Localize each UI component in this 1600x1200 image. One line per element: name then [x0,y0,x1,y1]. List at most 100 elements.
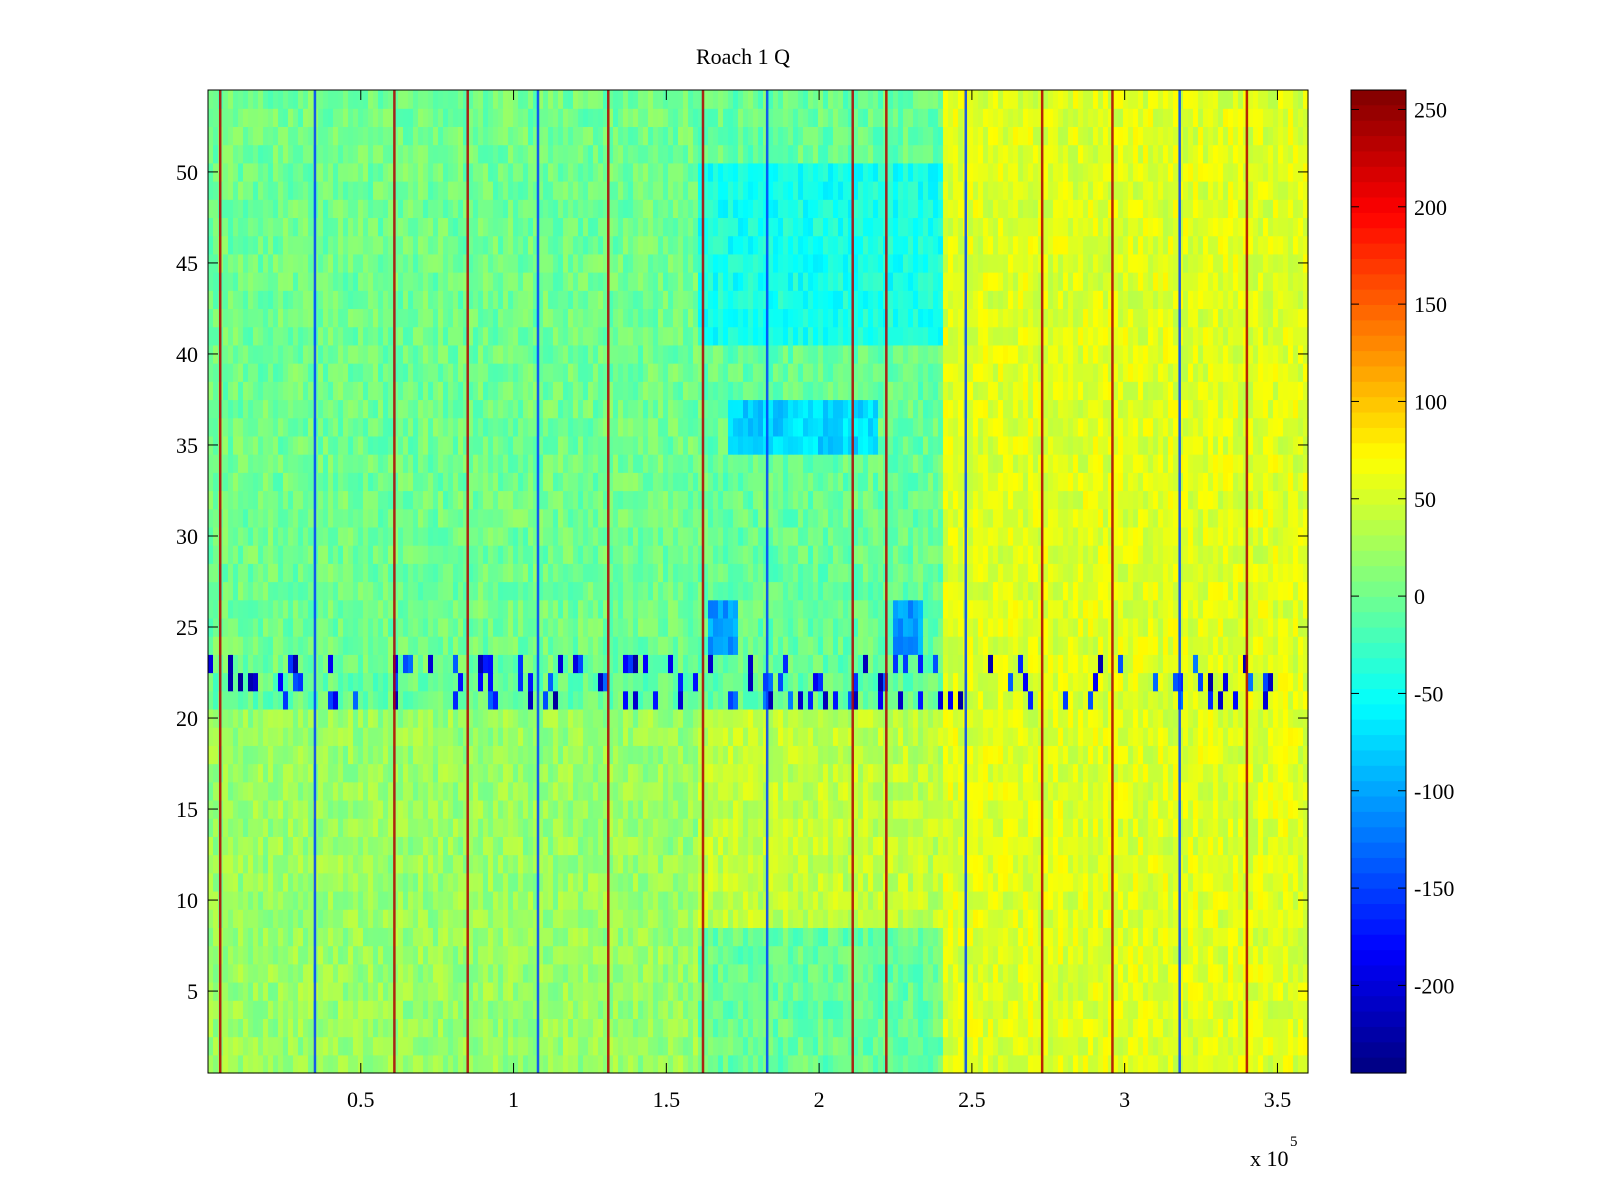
heatmap-cell [363,1036,369,1056]
heatmap-cell [568,799,574,819]
heatmap-cell [638,854,644,874]
heatmap-cell [788,1036,794,1056]
heatmap-cell [973,909,979,928]
heatmap-cell [358,781,364,801]
heatmap-cell [783,909,789,928]
heatmap-cell [758,818,764,837]
heatmap-cell [393,1000,399,1019]
heatmap-cell [318,799,324,819]
heatmap-cell [598,654,604,674]
heatmap-cell [468,1000,474,1019]
heatmap-cell [258,1018,264,1038]
heatmap-cell [853,981,859,1001]
heatmap-cell [423,890,429,910]
heatmap-cell [1183,745,1189,765]
heatmap-cell [893,727,899,746]
heatmap-cell [1278,1054,1284,1074]
heatmap-cell [358,654,364,674]
heatmap-cell [638,963,644,983]
heatmap-cell [208,781,214,801]
heatmap-cell [888,1036,894,1056]
heatmap-cell [678,745,684,765]
heatmap-cell [418,654,424,674]
heatmap-cell [573,854,579,874]
heatmap-cell [1303,690,1309,710]
heatmap-cell [263,872,269,892]
heatmap-cell [243,1036,249,1056]
heatmap-cell [583,745,589,765]
heatmap-cell [1213,708,1219,728]
heatmap-cell [813,1000,819,1019]
heatmap-cell [1108,763,1114,783]
heatmap-cell [1153,890,1159,910]
heatmap-cell [818,836,824,856]
heatmap-cell [973,836,979,856]
heatmap-cell [568,708,574,728]
heatmap-cell [468,872,474,892]
heatmap-cell [828,963,834,983]
heatmap-cell [338,727,344,746]
heatmap-cell [488,1036,494,1056]
heatmap-cell [958,872,964,892]
heatmap-cell [913,1018,919,1038]
heatmap-cell [768,781,774,801]
heatmap-cell [273,872,279,892]
heatmap-cell [663,1054,669,1074]
heatmap-cell [943,818,949,837]
heatmap-cell [893,890,899,910]
heatmap-cell [303,690,309,710]
heatmap-cell [298,745,304,765]
heatmap-cell [1198,890,1204,910]
heatmap-cell [493,1054,499,1074]
heatmap-cell [733,1018,739,1038]
heatmap-cell [1298,836,1304,856]
heatmap-cell [493,781,499,801]
heatmap-cell [953,1054,959,1074]
heatmap-cell [903,799,909,819]
heatmap-cell [818,872,824,892]
heatmap-cell [678,654,684,674]
heatmap-cell [803,872,809,892]
heatmap-cell [1078,818,1084,837]
heatmap-cell [703,836,709,856]
heatmap-cell [513,1000,519,1019]
heatmap-cell [1033,672,1039,692]
heatmap-cell [703,818,709,837]
heatmap-cell [318,745,324,765]
heatmap-cell [528,890,534,910]
heatmap-cell [388,799,394,819]
heatmap-cell [1233,745,1239,765]
heatmap-cell [1168,1000,1174,1019]
heatmap-cell [543,945,549,965]
heatmap-cell [1213,1000,1219,1019]
heatmap-cell [1013,872,1019,892]
heatmap-cell [768,1000,774,1019]
heatmap-cell [1033,963,1039,983]
heatmap-cell [758,799,764,819]
heatmap-cell [488,963,494,983]
heatmap-cell [798,745,804,765]
heatmap-cell [1188,872,1194,892]
heatmap-cell [943,1054,949,1074]
heatmap-cell [1273,672,1279,692]
heatmap-cell [423,781,429,801]
heatmap-cell [253,872,259,892]
heatmap-cell [498,727,504,746]
heatmap-cell [933,672,939,692]
heatmap-cell [998,708,1004,728]
heatmap-cell [283,672,289,692]
heatmap-cell [678,818,684,837]
heatmap-cell [1138,945,1144,965]
heatmap-cell [743,890,749,910]
heatmap-cell [468,763,474,783]
heatmap-cell [368,763,374,783]
heatmap-cell [1068,1018,1074,1038]
heatmap-cell [453,781,459,801]
heatmap-cell [468,945,474,965]
heatmap-cell [363,890,369,910]
heatmap-cell [853,690,859,710]
heatmap-cell [623,1054,629,1074]
heatmap-cell [1113,745,1119,765]
heatmap-cell [358,690,364,710]
heatmap-cell [828,909,834,928]
